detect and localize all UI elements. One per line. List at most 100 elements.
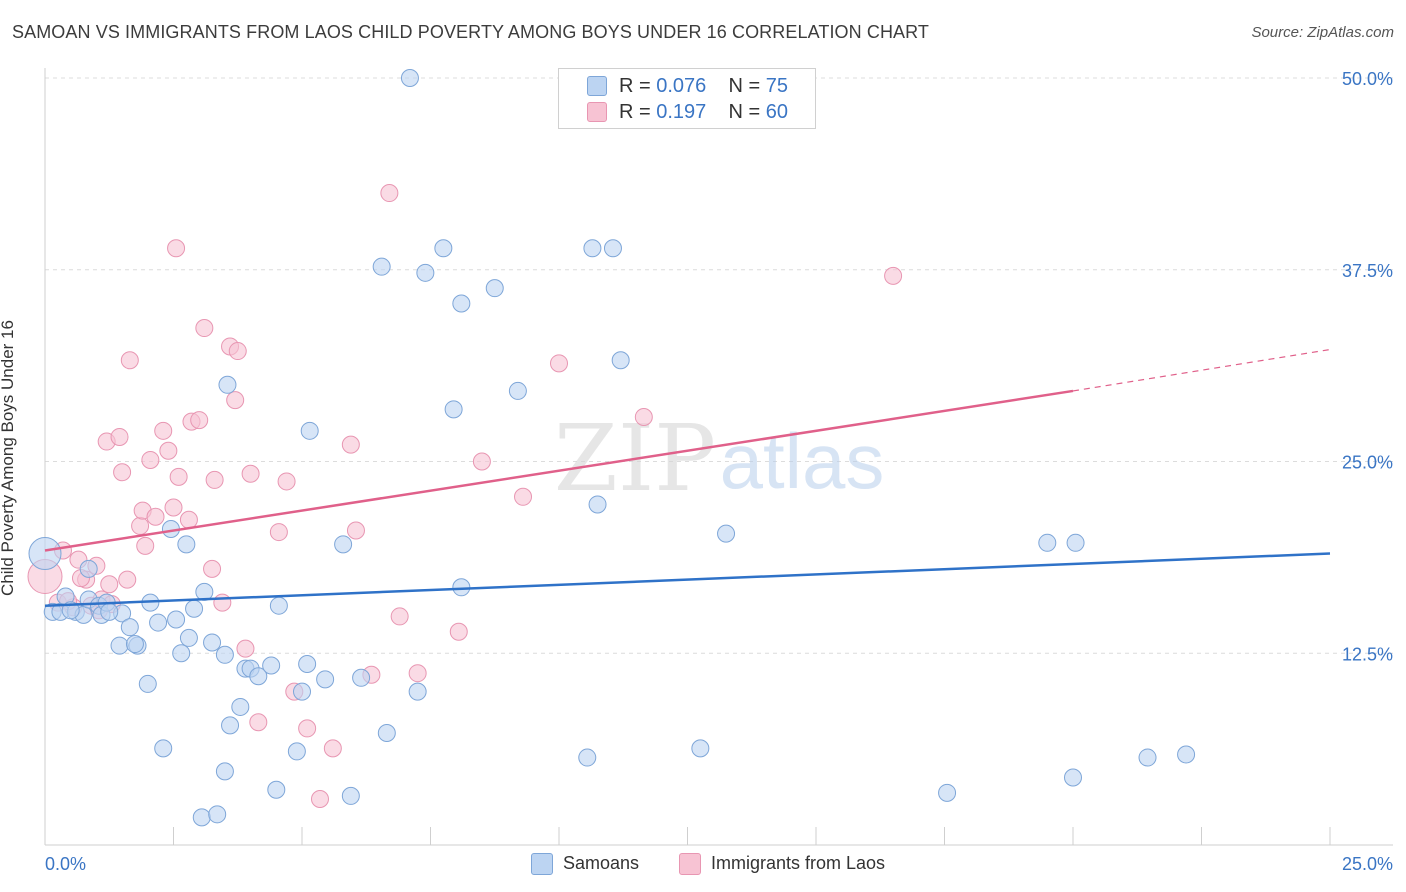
stats-legend: R = 0.076 N = 75 R = 0.197 N = 60 [558,68,816,129]
data-point [179,510,198,529]
data-point [691,739,710,758]
data-point [277,472,296,491]
samoans-legend-swatch [531,853,553,875]
data-point [352,668,371,687]
data-point [205,470,224,489]
data-point [125,635,144,654]
data-point [717,524,736,543]
data-point [213,593,232,612]
data-point [215,645,234,664]
grid-lines [45,77,1393,654]
data-point [372,257,391,276]
data-point [169,467,188,486]
y-tick-label: 12.5% [1342,644,1393,664]
x-tick-label: 0.0% [45,854,86,874]
data-point [390,607,409,626]
data-point [141,450,160,469]
data-point [113,463,132,482]
data-point [938,783,957,802]
data-point [131,516,150,535]
data-point [100,602,119,621]
data-point [416,263,435,282]
data-point [79,559,98,578]
trend-line-laos-extension [1072,348,1331,392]
laos-swatch [587,102,607,122]
data-point [110,427,129,446]
y-axis-title: Child Poverty Among Boys Under 16 [0,320,17,596]
data-point [249,667,268,686]
y-tick-label: 25.0% [1342,453,1393,473]
data-point [262,656,281,675]
data-point [611,351,630,370]
data-point [146,507,165,526]
data-point [269,596,288,615]
data-point [228,342,247,361]
data-point [346,521,365,540]
source-label: Source: ZipAtlas.com [1251,24,1394,41]
data-point [136,536,155,555]
data-point [341,435,360,454]
data-point [192,808,211,827]
data-point [231,697,250,716]
data-point [190,411,209,430]
data-point [215,762,234,781]
data-point [118,570,137,589]
data-point [221,716,240,735]
y-tick-label: 37.5% [1342,261,1393,281]
data-point [578,748,597,767]
chart-title: SAMOAN VS IMMIGRANTS FROM LAOS CHILD POV… [12,22,930,42]
data-point [179,628,198,647]
data-point [287,742,306,761]
data-point [249,713,268,732]
n-label: N = [728,75,761,97]
data-point [634,408,653,427]
data-point [28,537,62,571]
data-point [514,487,533,506]
data-point [550,354,568,373]
data-point [884,266,903,285]
series-immigrants-from-laos [27,184,903,808]
data-point [472,452,491,471]
r-value: 0.197 [656,101,707,123]
data-point [269,523,288,542]
data-point [298,654,317,673]
data-point [167,610,186,629]
data-point [138,674,157,693]
axes [44,68,1393,846]
n-value: 75 [765,75,789,97]
data-point [149,613,168,632]
data-point [120,351,139,370]
data-point [203,559,222,578]
series-legend: Samoans Immigrants from Laos [0,852,1406,878]
data-point [452,578,471,597]
data-point [236,639,255,658]
data-point [1064,768,1082,787]
data-point [444,400,463,419]
data-point [154,739,173,758]
data-point [316,670,335,689]
data-point [434,239,453,258]
data-point [583,239,602,258]
watermark-atlas: atlas [720,417,885,505]
data-point [154,421,173,440]
data-point [323,739,342,758]
data-point [177,535,196,554]
data-point [408,664,427,683]
data-point [408,682,427,701]
data-point [508,381,527,400]
data-point [159,441,178,460]
data-point [293,682,311,701]
data-point [341,786,360,805]
data-point [120,618,139,637]
laos-legend-swatch [679,853,701,875]
data-point [603,239,622,258]
tick-labels: 12.5% 25.0% 37.5% 50.0% 0.0% 25.0% [45,69,1393,874]
data-point [377,724,396,743]
data-point [218,375,237,394]
data-point [167,239,186,258]
data-point [400,69,419,87]
y-axis-title-wrap: Child Poverty Among Boys Under 16 [0,320,48,596]
data-point [1066,533,1085,552]
trend-lines [44,348,1331,607]
